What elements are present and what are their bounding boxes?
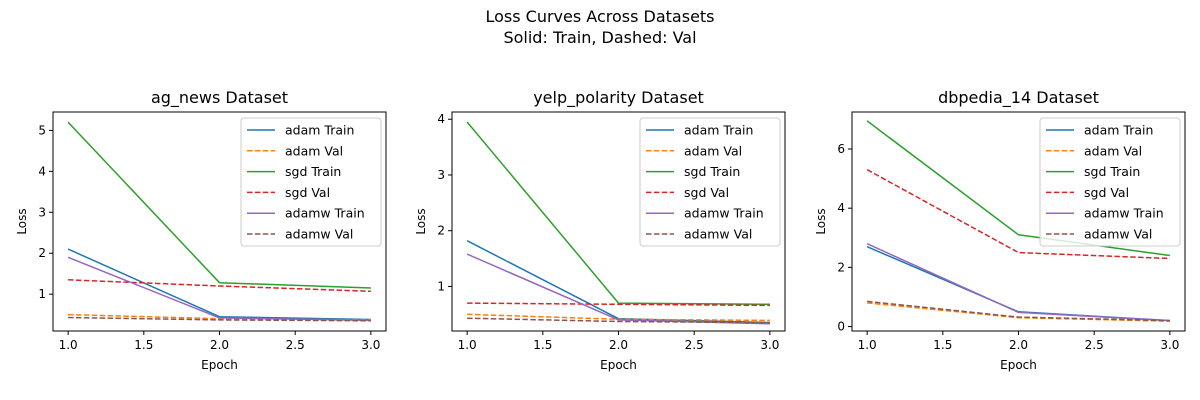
x-tick-label: 3.0 (1160, 338, 1179, 352)
legend: adam Train adam Val sgd Train sgd Val adamw … (240, 117, 382, 247)
y-tick-label: 4 (837, 201, 845, 215)
x-tick-label: 1.0 (858, 338, 877, 352)
x-tick-label: 3.0 (760, 338, 779, 352)
series-line-sgd-val (866, 169, 1170, 260)
series-line-adam-val (68, 313, 371, 321)
series-line-adamw-val (467, 317, 770, 324)
y-tick-label: 2 (437, 224, 445, 238)
x-tick-label: 1.5 (933, 338, 952, 352)
legend-entry: adam Val (684, 143, 742, 158)
x-tick-label: 1.0 (458, 338, 477, 352)
axes-frame (451, 111, 786, 332)
subplot-title: dbpedia_14 Dataset (938, 88, 1099, 108)
subplot-1: ag_news Dataset 1.0 1.5 2.0 2.5 3.0 1 2 3 4 5 Epoch… (15, 88, 387, 372)
legend-entry: adamw Val (1084, 227, 1152, 242)
legend-entry: adam Val (1084, 143, 1142, 158)
y-tick-label: 0 (837, 320, 845, 334)
legend-entry: adam Train (684, 123, 753, 138)
series-line-adamw-train (466, 253, 770, 325)
legend-entry: sgd Train (684, 164, 740, 179)
x-tick-label: 1.5 (533, 338, 552, 352)
x-tick-label: 2.5 (685, 338, 704, 352)
y-axis-label: Loss (414, 208, 428, 234)
legend-frame (240, 117, 382, 247)
x-tick-label: 3.0 (361, 338, 380, 352)
figure-subtitle: Solid: Train, Dashed: Val (503, 28, 696, 47)
y-tick-label: 2 (38, 246, 46, 260)
series-line-adam-train (466, 240, 770, 324)
x-tick-label: 2.5 (1085, 338, 1104, 352)
x-tick-label: 2.0 (609, 338, 628, 352)
axes-frame (851, 111, 1186, 332)
subplot-2: yelp_polarity Dataset 1.0 1.5 2.0 2.5 3.0 1 2 3 4… (414, 88, 786, 372)
legend-entry: sgd Val (285, 185, 330, 200)
series-line-sgd-train (466, 121, 770, 306)
legend-entry: adamw Train (1084, 206, 1164, 221)
legend-frame (639, 117, 781, 247)
legend-frame (1039, 117, 1181, 247)
x-tick-label: 2.0 (210, 338, 229, 352)
legend-entry: adamw Val (285, 227, 353, 242)
legend: adam Train adam Val sgd Train sgd Val adamw … (639, 117, 781, 247)
subplot-3: dbpedia_14 Dataset 1.0 1.5 2.0 2.5 3.0 0 2 4 6 Epo… (814, 88, 1186, 372)
series-line-sgd-train (67, 121, 371, 289)
subplots: ag_news Dataset 1.0 1.5 2.0 2.5 3.0 1 2 3 4 5 Epoch… (15, 88, 1186, 372)
x-axis-label: Epoch (1000, 358, 1037, 372)
series-line-sgd-train (866, 120, 1171, 257)
legend-entry: adamw Val (684, 227, 752, 242)
x-axis-label: Epoch (201, 358, 238, 372)
y-axis-label: Loss (15, 208, 29, 234)
x-tick-label: 1.5 (134, 338, 153, 352)
legend-entry: sgd Val (1084, 185, 1129, 200)
series-line-adamw-val (867, 300, 1170, 322)
legend-entry: adamw Train (684, 206, 764, 221)
legend-entry: sgd Train (1084, 164, 1140, 179)
y-tick-label: 6 (837, 142, 845, 156)
series-line-sgd-val (467, 302, 770, 307)
axes-frame (52, 111, 387, 332)
y-axis-label: Loss (814, 208, 828, 234)
y-tick-label: 1 (437, 279, 445, 293)
legend: adam Train adam Val sgd Train sgd Val adamw … (1039, 117, 1181, 247)
y-tick-label: 5 (38, 123, 46, 137)
legend-entry: adamw Train (285, 206, 365, 221)
x-tick-label: 2.0 (1009, 338, 1028, 352)
legend-entry: adam Val (285, 143, 343, 158)
legend-entry: adam Train (1084, 123, 1153, 138)
series-line-adam-train (67, 248, 371, 321)
series-line-sgd-val (68, 279, 371, 293)
x-tick-label: 2.5 (286, 338, 305, 352)
figure-title: Loss Curves Across Datasets (485, 7, 714, 26)
y-tick-label: 3 (38, 205, 46, 219)
y-tick-label: 4 (437, 112, 445, 126)
series-line-adamw-val (68, 316, 371, 322)
subplot-title: ag_news Dataset (151, 88, 288, 108)
legend-entry: sgd Val (684, 185, 729, 200)
series-line-adam-train (866, 246, 1170, 322)
series-line-adamw-train (67, 256, 371, 322)
series-line-adamw-train (866, 243, 1170, 322)
subplot-title: yelp_polarity Dataset (533, 88, 704, 108)
legend-entry: adam Train (285, 123, 354, 138)
legend-entry: sgd Train (285, 164, 341, 179)
y-tick-label: 3 (437, 168, 445, 182)
y-tick-label: 4 (38, 164, 46, 178)
x-tick-label: 1.0 (59, 338, 78, 352)
y-tick-label: 2 (837, 260, 845, 274)
y-tick-label: 1 (38, 287, 46, 301)
x-axis-label: Epoch (600, 358, 637, 372)
